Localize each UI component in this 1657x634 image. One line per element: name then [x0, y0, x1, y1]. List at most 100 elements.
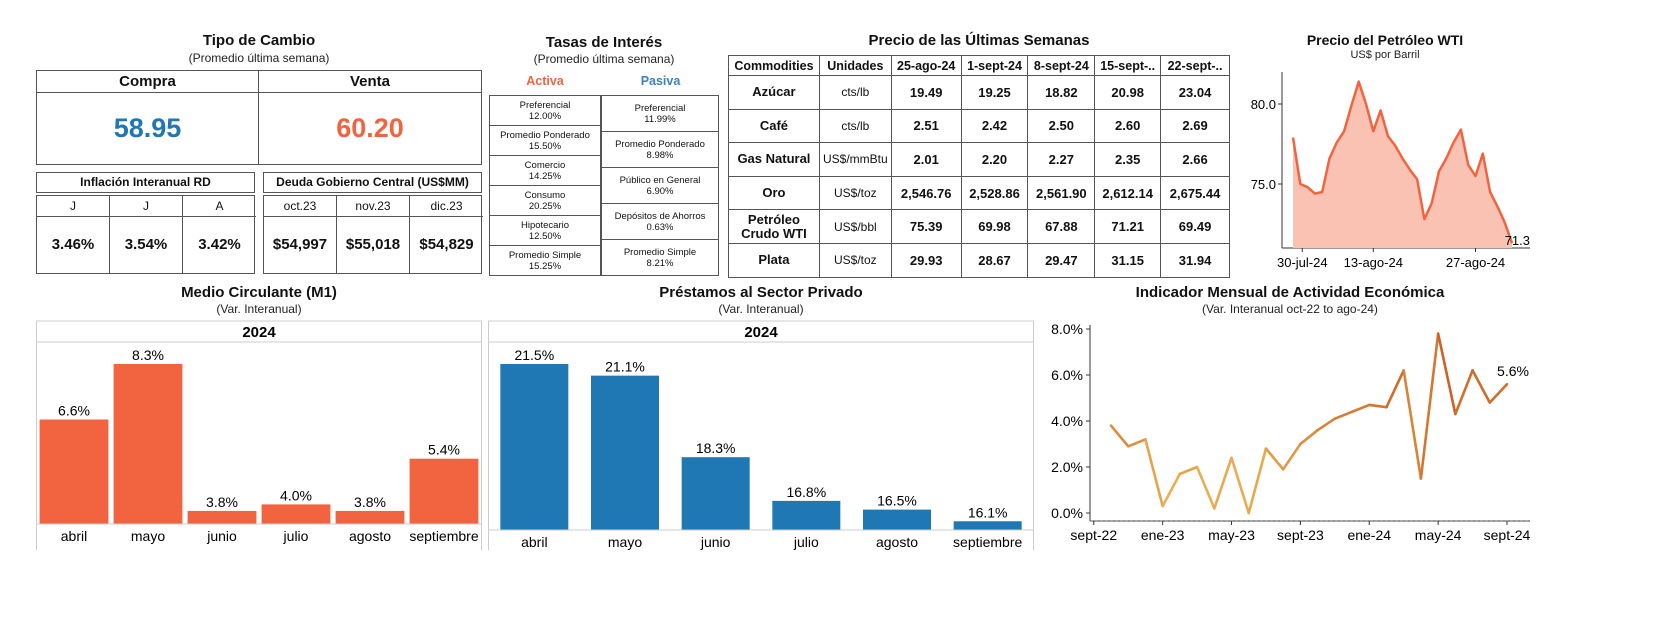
bar	[500, 364, 569, 530]
inflation-value: 3.46%	[37, 217, 110, 273]
line-segment	[1109, 424, 1130, 448]
debt-value: $54,997	[264, 217, 337, 273]
commodities-title: Precio de las Últimas Semanas	[868, 32, 1090, 49]
inflation-table: J J A 3.46% 3.54% 3.42%	[36, 195, 256, 274]
bar	[187, 510, 257, 524]
sell-label: Venta	[259, 71, 481, 93]
commodity-name: Azúcar	[728, 75, 820, 110]
category-label: julio	[793, 534, 819, 550]
imae-title: Indicador Mensual de Actividad Económica	[1135, 284, 1445, 301]
passive-rate-item: Promedio Simple 8.21%	[602, 240, 718, 275]
commodity-name: Café	[728, 108, 820, 144]
bar	[591, 375, 659, 530]
wti-area	[1293, 81, 1512, 248]
commodity-value: 2.69	[1160, 108, 1230, 144]
x-tick-label: may-24	[1415, 527, 1462, 543]
active-rate-item: Consumo 20.25%	[490, 186, 600, 216]
commodity-value: 2,675.44	[1160, 175, 1230, 211]
line-segment	[1213, 456, 1233, 510]
bar-value-label: 6.6%	[58, 403, 90, 419]
commodity-value: 28.67	[960, 242, 1029, 278]
y-tick-label: 6.0%	[1051, 367, 1083, 383]
x-tick-label: 13-ago-24	[1344, 255, 1403, 270]
sell-box: Venta 60.20	[258, 70, 482, 165]
rate-name: Público en General	[619, 174, 701, 186]
commodity-value: 19.25	[960, 75, 1029, 110]
x-tick-label: sept-23	[1277, 527, 1324, 543]
table-row: Plata US$/toz 29.93 28.67 29.47 31.15 31.94	[728, 242, 1230, 278]
line-segment	[1402, 369, 1423, 480]
category-label: mayo	[131, 528, 165, 544]
rate-value: 14.25%	[528, 170, 562, 182]
y-tick-label: 80.0	[1251, 97, 1276, 112]
commodity-value: 75.39	[890, 209, 962, 244]
rate-value: 6.90%	[646, 185, 674, 197]
category-label: septiembre	[953, 534, 1022, 550]
commodity-value: 69.98	[960, 209, 1029, 244]
year-header: 2024	[744, 324, 778, 341]
commodities-table: Commodities Unidades 25-ago-24 1-sept-24…	[728, 55, 1230, 278]
line-segment	[1161, 472, 1182, 508]
bar-value-label: 16.8%	[786, 484, 826, 500]
commodity-value: 23.04	[1160, 75, 1230, 110]
commodity-unit: US$/bbl	[818, 209, 892, 244]
line-segment	[1488, 382, 1509, 404]
column-header: 15-sept-..	[1094, 55, 1162, 76]
commodity-value: 20.98	[1094, 75, 1162, 110]
inflation-month: A	[183, 196, 256, 217]
active-rate-item: Hipotecario 12.50%	[490, 216, 600, 246]
line-segment	[1471, 369, 1492, 404]
active-rates-list: Preferencial 12.00% Promedio Ponderado 15.…	[489, 95, 601, 276]
column-header: 8-sept-24	[1027, 55, 1096, 76]
bar-value-label: 5.4%	[428, 442, 460, 458]
category-label: abril	[61, 528, 87, 544]
inflation-month: J	[110, 196, 183, 217]
line-segment	[1299, 428, 1319, 446]
rate-value: 12.00%	[528, 110, 562, 122]
commodity-value: 2,561.90	[1027, 175, 1096, 211]
table-row: Azúcar cts/lb 19.49 19.25 18.82 20.98 23.04	[728, 75, 1230, 110]
x-tick-label: 30-jul-24	[1277, 255, 1328, 270]
commodity-value: 31.94	[1160, 242, 1230, 278]
debt-month: dic.23	[410, 196, 483, 217]
exchange-rate-subtitle: (Promedio última semana)	[188, 51, 330, 65]
rate-value: 20.25%	[528, 200, 562, 212]
bar	[409, 458, 479, 524]
debt-title: Deuda Gobierno Central (US$MM)	[263, 172, 482, 193]
commodity-value: 19.49	[890, 75, 962, 110]
commodity-name: Oro	[728, 175, 820, 211]
line-segment	[1385, 369, 1405, 409]
commodity-unit: cts/lb	[818, 108, 892, 144]
rate-value: 11.99%	[644, 113, 676, 125]
rate-value: 8.21%	[646, 257, 674, 269]
rate-name: Preferencial	[634, 102, 686, 114]
x-tick-label: sept-24	[1484, 527, 1531, 543]
line-segment	[1350, 403, 1371, 414]
line-segment	[1436, 332, 1457, 416]
category-label: julio	[283, 528, 309, 544]
commodity-unit: cts/lb	[818, 75, 892, 110]
column-header: Commodities	[728, 55, 820, 76]
line-segment	[1144, 438, 1164, 508]
bar	[681, 457, 750, 530]
category-label: junio	[206, 528, 237, 544]
rate-value: 0.63%	[646, 221, 674, 233]
debt-table: oct.23 nov.23 dic.23 $54,997 $55,018 $54…	[263, 195, 483, 274]
wti-end-label: 71.3	[1505, 233, 1530, 248]
passive-rate-item: Depósitos de Ahorros 0.63%	[602, 204, 718, 240]
rate-name: Promedio Ponderado	[615, 138, 705, 150]
commodity-value: 2.20	[960, 142, 1029, 177]
column-header: 25-ago-24	[890, 55, 962, 76]
line-segment	[1264, 447, 1285, 471]
bar-value-label: 3.8%	[206, 494, 238, 510]
commodity-value: 2,528.86	[960, 175, 1029, 211]
category-label: septiembre	[409, 528, 478, 544]
loans-chart: 2024 21.5% abril 21.1% mayo 18.3% junio 16.8% ju…	[488, 320, 1034, 550]
column-header: 1-sept-24	[960, 55, 1029, 76]
category-label: mayo	[608, 534, 642, 550]
buy-box: Compra 58.95	[36, 70, 259, 165]
y-tick-label: 2.0%	[1051, 459, 1083, 475]
bar	[953, 521, 1022, 530]
commodity-value: 29.93	[890, 242, 962, 278]
